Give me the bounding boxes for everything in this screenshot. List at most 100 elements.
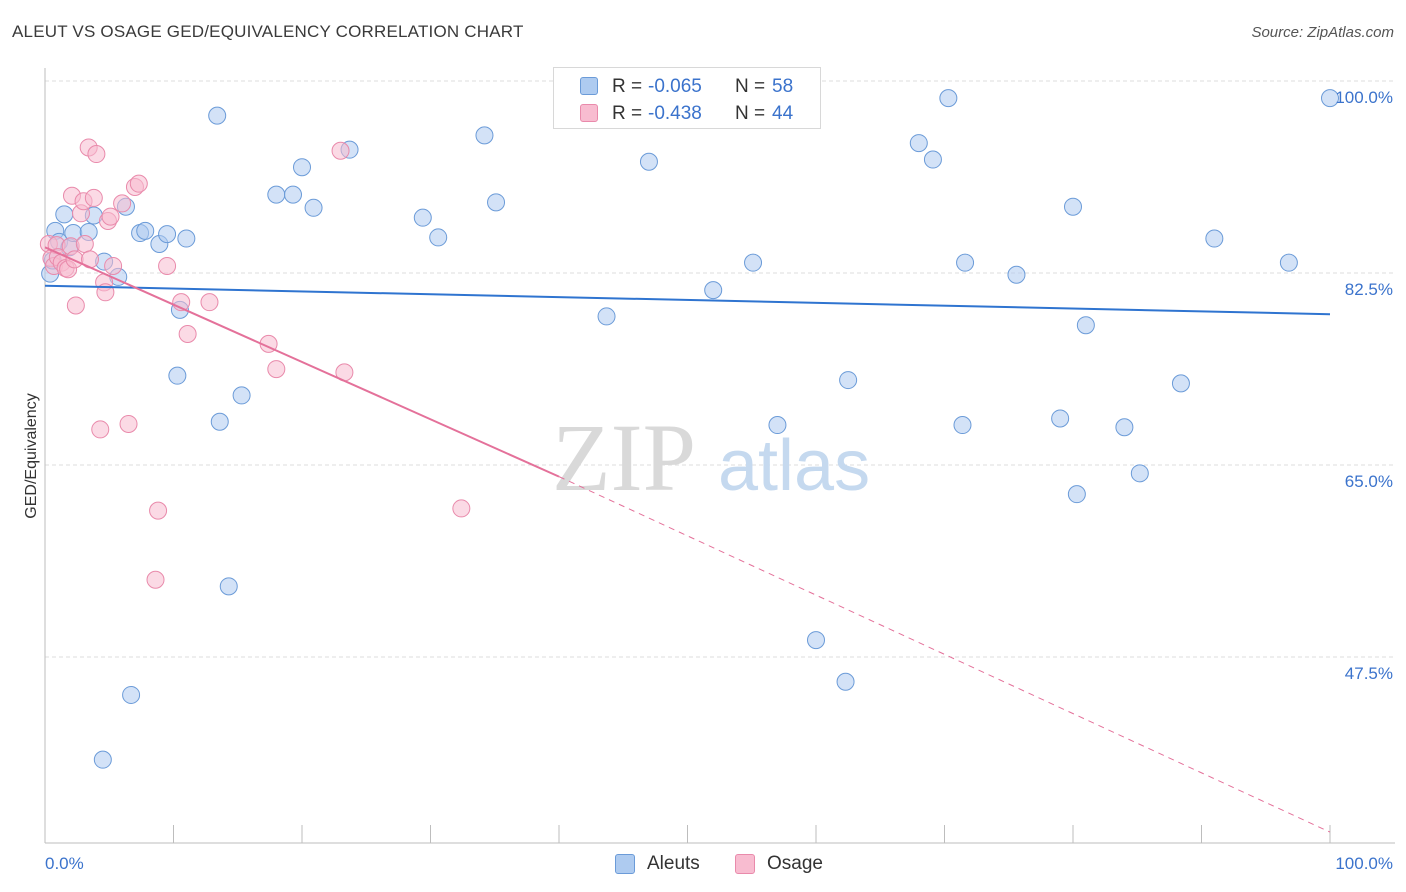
aleuts-point: [1130, 464, 1149, 483]
aleuts-point: [1205, 229, 1224, 248]
osage-point: [91, 420, 110, 439]
osage-point: [129, 174, 148, 193]
aleuts-point: [429, 228, 448, 247]
osage-point: [119, 414, 138, 433]
y-axis-title: GED/Equivalency: [23, 393, 40, 518]
aleuts-point: [704, 281, 723, 300]
series-legend: Aleuts Osage: [0, 850, 1406, 880]
osage-point: [452, 499, 471, 518]
osage-point: [200, 293, 219, 312]
aleuts-point: [909, 134, 928, 153]
r-value: -0.438: [648, 103, 702, 124]
aleuts-point: [232, 386, 251, 405]
aleuts-point: [168, 366, 187, 385]
osage-point: [101, 207, 120, 226]
n-label: N =: [735, 103, 766, 124]
aleuts-point: [210, 412, 229, 431]
aleuts-point: [267, 185, 286, 204]
aleuts-point: [208, 106, 227, 125]
aleuts-point: [1007, 265, 1026, 284]
aleuts-point: [1051, 409, 1070, 428]
aleuts-point: [597, 307, 616, 326]
aleuts-point: [836, 672, 855, 691]
aleuts-point: [939, 89, 958, 108]
aleuts-point: [839, 371, 858, 390]
osage-trend-extension: [558, 476, 1331, 833]
aleuts-point: [1064, 197, 1082, 216]
chart-title: ALEUT VS OSAGE GED/EQUIVALENCY CORRELATI…: [12, 22, 524, 41]
aleuts-point: [55, 205, 74, 224]
aleuts-point: [744, 253, 763, 272]
aleuts-point: [1076, 316, 1095, 335]
aleuts-point: [1067, 485, 1086, 504]
r-label: R =: [612, 76, 643, 97]
aleuts-point: [953, 416, 972, 435]
aleuts-point: [768, 416, 787, 435]
osage-point: [66, 296, 85, 315]
aleuts-point: [1321, 89, 1339, 108]
aleuts-point: [1115, 418, 1134, 437]
watermark-zip: ZIP: [552, 404, 696, 511]
aleuts-point: [293, 158, 311, 177]
aleuts-point: [177, 229, 196, 248]
osage-point: [331, 141, 350, 160]
osage-point: [87, 145, 106, 164]
osage-point: [75, 235, 94, 254]
source-credit: Source: ZipAtlas.com: [1251, 24, 1394, 41]
osage-trend-line: [44, 246, 560, 478]
legend-label: Aleuts: [647, 853, 700, 874]
aleuts-point: [219, 577, 238, 596]
r-value: -0.065: [648, 76, 702, 97]
aleuts-swatch: [580, 77, 598, 95]
osage-point: [84, 188, 103, 207]
aleuts-point: [304, 198, 323, 217]
legend-row-osage: R = -0.438 N = 44: [554, 101, 820, 127]
aleuts-point: [475, 126, 494, 145]
aleuts-point: [136, 221, 155, 240]
legend-row-aleuts: R = -0.065 N = 58: [554, 74, 820, 100]
axis-labels: 47.5% 65.0% 82.5% 100.0% 0.0% 100.0% GED/Equiv…: [23, 88, 1393, 873]
osage-point: [104, 256, 123, 275]
aleuts-point: [93, 750, 112, 769]
aleuts-point: [413, 208, 432, 227]
n-label: N =: [735, 76, 766, 97]
osage-point: [65, 250, 84, 269]
y-tick-label: 47.5%: [1345, 664, 1393, 683]
watermark: ZIP atlas: [552, 404, 870, 511]
aleuts-point: [284, 185, 303, 204]
aleuts-point: [639, 152, 658, 171]
stats-legend: R = -0.065 N = 58 R = -0.438 N = 44: [553, 67, 821, 129]
y-tick-label: 100.0%: [1335, 88, 1393, 107]
r-label: R =: [612, 103, 643, 124]
aleuts-point: [923, 150, 942, 169]
osage-point: [113, 194, 132, 213]
osage-point: [146, 570, 165, 589]
aleuts-point: [1279, 253, 1298, 272]
osage-swatch: [580, 104, 598, 122]
aleuts-point: [807, 631, 825, 650]
osage-point: [158, 256, 177, 275]
axes: [44, 68, 1395, 844]
osage-point: [178, 324, 197, 343]
x-tick-label: 0.0%: [45, 854, 84, 873]
n-value: 44: [772, 103, 794, 124]
y-tick-label: 65.0%: [1345, 472, 1393, 491]
n-value: 58: [772, 76, 794, 97]
aleuts-point: [122, 685, 141, 704]
aleuts-trend-line: [44, 284, 1331, 316]
osage-swatch: [735, 854, 755, 874]
aleuts-point: [158, 225, 177, 244]
watermark-atlas: atlas: [718, 426, 870, 506]
y-tick-label: 82.5%: [1345, 280, 1393, 299]
x-tick-label: 100.0%: [1335, 854, 1393, 873]
legend-label: Osage: [767, 853, 823, 874]
aleuts-swatch: [615, 854, 635, 874]
osage-point: [267, 360, 286, 379]
aleuts-point: [956, 253, 975, 272]
aleuts-point: [1171, 374, 1190, 393]
osage-point: [149, 501, 168, 520]
trend-lines: [44, 246, 1331, 833]
aleuts-point: [487, 193, 506, 212]
grid-lines: [45, 80, 1395, 658]
